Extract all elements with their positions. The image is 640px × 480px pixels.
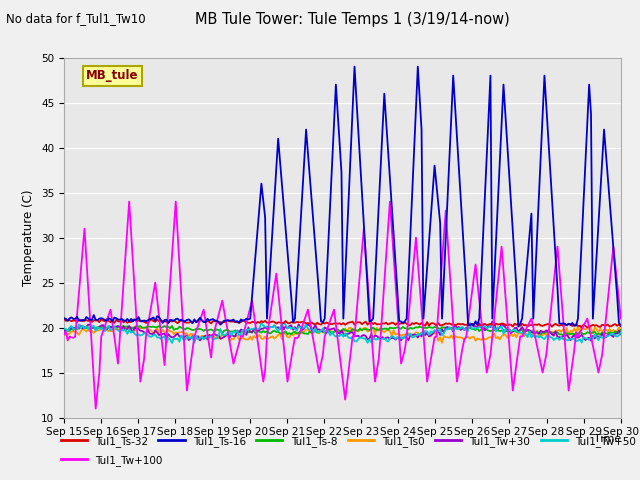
Text: Time: Time <box>593 434 621 444</box>
Y-axis label: Temperature (C): Temperature (C) <box>22 189 35 286</box>
Text: MB Tule Tower: Tule Temps 1 (3/19/14-now): MB Tule Tower: Tule Temps 1 (3/19/14-now… <box>195 12 509 27</box>
Legend: Tul1_Tw+100: Tul1_Tw+100 <box>56 451 166 470</box>
Text: No data for f_Tul1_Tw10: No data for f_Tul1_Tw10 <box>6 12 146 25</box>
Text: MB_tule: MB_tule <box>86 69 139 82</box>
Legend: Tul1_Ts-32, Tul1_Ts-16, Tul1_Ts-8, Tul1_Ts0, Tul1_Tw+30, Tul1_Tw+50: Tul1_Ts-32, Tul1_Ts-16, Tul1_Ts-8, Tul1_… <box>56 432 640 451</box>
